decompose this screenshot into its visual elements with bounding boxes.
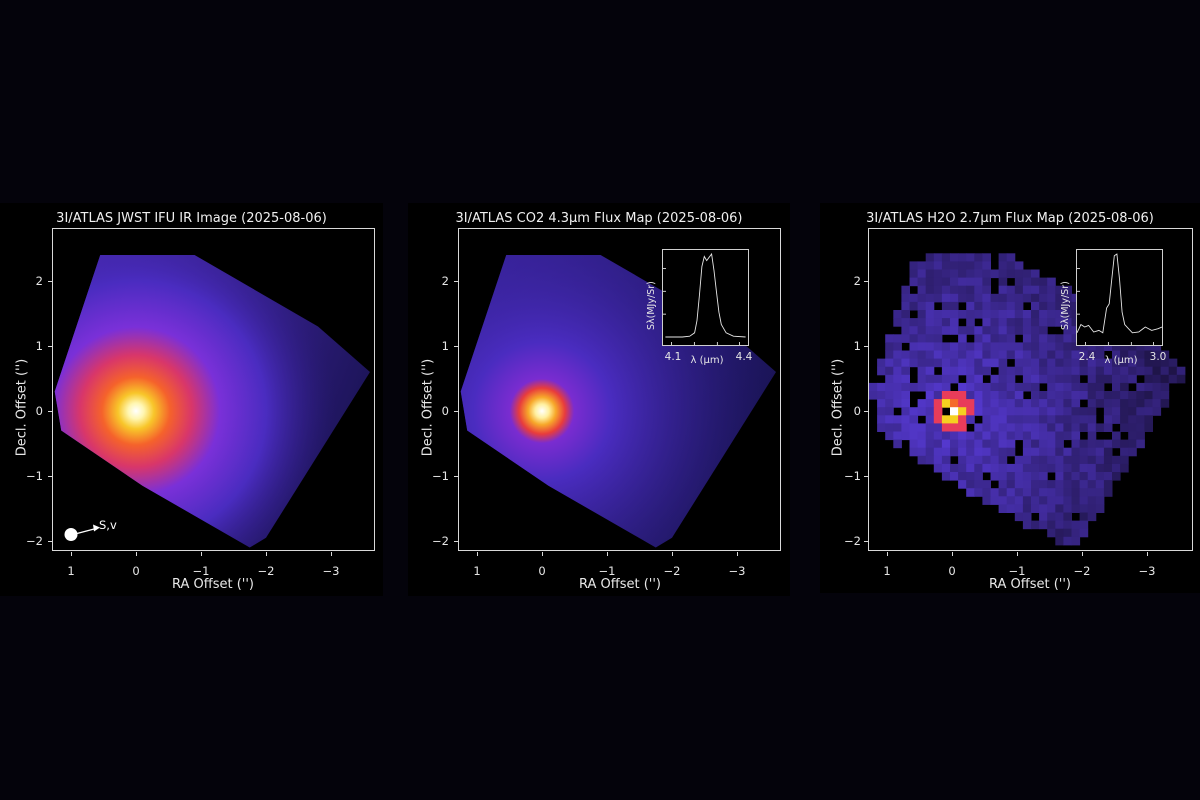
x-tick-label: −1 bbox=[1008, 564, 1026, 578]
y-tick-mark bbox=[48, 346, 52, 347]
inset-xtick: 3.0 bbox=[1149, 351, 1167, 363]
y-tick-mark bbox=[454, 346, 458, 347]
y-tick-label: 1 bbox=[35, 339, 43, 353]
panel-h2o-map: 3I/ATLAS H2O 2.7µm Flux Map (2025-08-06)… bbox=[820, 203, 1200, 593]
x-tick-mark bbox=[331, 552, 332, 556]
x-axis-label: RA Offset ('') bbox=[988, 577, 1072, 592]
x-tick-label: 0 bbox=[538, 564, 546, 578]
x-tick-label: 0 bbox=[948, 564, 956, 578]
x-tick-mark bbox=[952, 552, 953, 556]
x-tick-mark bbox=[887, 552, 888, 556]
plot-axes: 1 0 −1 −2 −3 2 1 0 −1 −2 2.4 3.0 λ (µm) Sλ(MJy/Sr… bbox=[844, 228, 1193, 578]
x-tick-label: −2 bbox=[257, 564, 275, 578]
x-tick-mark bbox=[672, 552, 673, 556]
h2o-spectrum-inset: 2.4 3.0 λ (µm) Sλ(MJy/Sr) bbox=[1060, 249, 1166, 366]
x-tick-mark bbox=[71, 552, 72, 556]
plot-axes: 1 0 −1 −2 −3 2 1 0 −1 −2 S,v bbox=[26, 228, 375, 578]
y-tick-mark bbox=[48, 541, 52, 542]
x-tick-label: −3 bbox=[322, 564, 340, 578]
y-tick-label: 2 bbox=[853, 274, 861, 288]
y-tick-mark bbox=[864, 541, 868, 542]
x-tick-label: −1 bbox=[192, 564, 210, 578]
x-tick-label: 0 bbox=[132, 564, 140, 578]
y-tick-mark bbox=[48, 281, 52, 282]
y-tick-label: 1 bbox=[853, 339, 861, 353]
y-tick-label: −2 bbox=[844, 534, 861, 548]
x-tick-label: 1 bbox=[473, 564, 481, 578]
x-tick-label: 1 bbox=[883, 564, 891, 578]
y-tick-label: −2 bbox=[26, 534, 43, 548]
x-tick-mark bbox=[201, 552, 202, 556]
y-tick-label: 2 bbox=[35, 274, 43, 288]
y-tick-mark bbox=[454, 476, 458, 477]
inset-y-label: Sλ(MJy/Sr) bbox=[646, 281, 657, 330]
ir-image-heatmap bbox=[54, 255, 370, 548]
y-tick-label: 0 bbox=[35, 404, 43, 418]
panel-title: 3I/ATLAS JWST IFU IR Image (2025-08-06) bbox=[56, 211, 327, 226]
co2-spectrum-line bbox=[663, 252, 746, 345]
x-tick-mark bbox=[737, 552, 738, 556]
x-tick-mark bbox=[266, 552, 267, 556]
x-tick-label: −2 bbox=[1073, 564, 1091, 578]
y-tick-label: −1 bbox=[432, 469, 449, 483]
y-tick-label: −1 bbox=[844, 469, 861, 483]
x-tick-label: −3 bbox=[728, 564, 746, 578]
x-tick-mark bbox=[1017, 552, 1018, 556]
inset-x-label: λ (µm) bbox=[690, 355, 724, 366]
x-tick-label: −1 bbox=[598, 564, 616, 578]
inset-x-label: λ (µm) bbox=[1104, 355, 1138, 366]
y-tick-mark bbox=[454, 281, 458, 282]
x-tick-label: −3 bbox=[1138, 564, 1156, 578]
y-tick-mark bbox=[48, 476, 52, 477]
x-tick-mark bbox=[542, 552, 543, 556]
x-tick-mark bbox=[1147, 552, 1148, 556]
panel-ir-image: 3I/ATLAS JWST IFU IR Image (2025-08-06) … bbox=[0, 203, 383, 596]
plot-axes: 1 0 −1 −2 −3 2 1 0 −1 −2 4.1 4.4 λ (µm) Sλ(MJy/Sr… bbox=[432, 228, 781, 578]
y-axis-label: Decl. Offset ('') bbox=[14, 358, 30, 457]
sun-velocity-label: S,v bbox=[99, 518, 117, 532]
x-tick-label: 1 bbox=[67, 564, 75, 578]
y-tick-label: 2 bbox=[441, 274, 449, 288]
y-axis-label: Decl. Offset ('') bbox=[830, 358, 846, 457]
x-axis-label: RA Offset ('') bbox=[578, 577, 662, 592]
y-tick-label: −1 bbox=[26, 469, 43, 483]
y-tick-label: 0 bbox=[853, 404, 861, 418]
panel-title: 3I/ATLAS CO2 4.3µm Flux Map (2025-08-06) bbox=[455, 211, 743, 226]
y-tick-mark bbox=[864, 476, 868, 477]
panel-title: 3I/ATLAS H2O 2.7µm Flux Map (2025-08-06) bbox=[866, 211, 1154, 226]
inset-xtick: 4.4 bbox=[735, 351, 753, 363]
x-tick-label: −2 bbox=[663, 564, 681, 578]
inset-xtick: 4.1 bbox=[664, 351, 682, 363]
y-tick-mark bbox=[48, 411, 52, 412]
y-tick-label: 0 bbox=[441, 404, 449, 418]
y-axis-label: Decl. Offset ('') bbox=[420, 358, 436, 457]
co2-flux-heatmap bbox=[460, 255, 776, 548]
y-tick-mark bbox=[864, 346, 868, 347]
inset-xtick: 2.4 bbox=[1078, 351, 1096, 363]
co2-spectrum-inset: 4.1 4.4 λ (µm) Sλ(MJy/Sr) bbox=[646, 249, 752, 366]
inset-y-label: Sλ(MJy/Sr) bbox=[1060, 281, 1071, 330]
sun-velocity-marker bbox=[64, 524, 100, 541]
x-tick-mark bbox=[1082, 552, 1083, 556]
h2o-spectrum-line bbox=[1077, 253, 1162, 345]
x-tick-mark bbox=[477, 552, 478, 556]
y-tick-label: −2 bbox=[432, 534, 449, 548]
x-axis-label: RA Offset ('') bbox=[171, 577, 255, 592]
y-tick-mark bbox=[454, 541, 458, 542]
y-tick-label: 1 bbox=[441, 339, 449, 353]
y-tick-mark bbox=[864, 411, 868, 412]
x-tick-mark bbox=[136, 552, 137, 556]
x-tick-mark bbox=[607, 552, 608, 556]
y-tick-mark bbox=[454, 411, 458, 412]
y-tick-mark bbox=[864, 281, 868, 282]
panel-co2-map: 3I/ATLAS CO2 4.3µm Flux Map (2025-08-06)… bbox=[408, 203, 790, 596]
h2o-flux-heatmap bbox=[869, 253, 1186, 546]
